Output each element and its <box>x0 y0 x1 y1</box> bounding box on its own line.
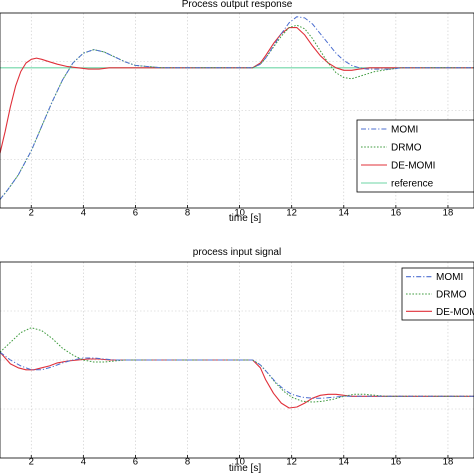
series-line-drmo <box>0 327 474 403</box>
x-tick-label: 2 <box>29 456 34 467</box>
legend-box <box>356 119 474 193</box>
x-tick-label: 18 <box>443 456 454 467</box>
x-tick-label: 10 <box>234 456 245 467</box>
top-chart-title: Process output response <box>182 0 293 10</box>
x-tick-label: 6 <box>133 456 138 467</box>
legend-label: DRMO <box>391 143 422 154</box>
top-x-tick-labels: 2 4 6 8 10 12 14 16 18 <box>29 205 454 218</box>
x-tick-label: 4 <box>81 456 86 467</box>
top-series-group <box>0 16 474 200</box>
x-tick-label: 12 <box>286 207 297 218</box>
bottom-series-group <box>0 327 474 409</box>
output-response-plot: Process output response 2 4 6 8 10 12 14 16 18 t… <box>0 0 474 224</box>
x-tick-label: 18 <box>443 207 454 218</box>
top-x-axis-label: time [s] <box>229 213 261 224</box>
series-line-momi <box>0 351 474 399</box>
top-axes-frame <box>0 12 474 209</box>
bottom-axes-frame <box>0 261 474 459</box>
x-tick-label: 14 <box>338 456 349 467</box>
x-tick-label: 4 <box>81 207 86 218</box>
series-line-momi <box>0 16 474 200</box>
legend-label: DE-MOMI <box>391 161 435 172</box>
x-tick-label: 8 <box>185 456 190 467</box>
input-signal-plot: process input signal 2 4 6 8 10 12 14 16 18 time… <box>0 247 474 474</box>
x-tick-label: 14 <box>338 207 349 218</box>
x-tick-label: 2 <box>29 207 34 218</box>
x-tick-label: 6 <box>133 207 138 218</box>
legend-label: DRMO <box>436 290 467 301</box>
x-tick-label: 8 <box>185 207 190 218</box>
bottom-x-axis-label: time [s] <box>229 463 261 474</box>
legend-label: MOMI <box>391 125 418 136</box>
legend-label: reference <box>391 179 434 190</box>
series-line-drmo <box>0 24 474 200</box>
legend-label: MOMI <box>436 272 463 283</box>
top-legend: MOMI DRMO DE-MOMI reference <box>356 119 474 193</box>
x-tick-label: 16 <box>391 207 402 218</box>
legend-label: DE-MOMI <box>436 307 474 318</box>
x-tick-label: 12 <box>286 456 297 467</box>
x-tick-label: 16 <box>391 456 402 467</box>
bottom-x-tick-labels: 2 4 6 8 10 12 14 16 18 <box>29 455 454 467</box>
bottom-legend: MOMI DRMO DE-MOMI <box>401 267 474 321</box>
x-tick-label: 10 <box>234 207 245 218</box>
bottom-chart-title: process input signal <box>193 247 281 258</box>
